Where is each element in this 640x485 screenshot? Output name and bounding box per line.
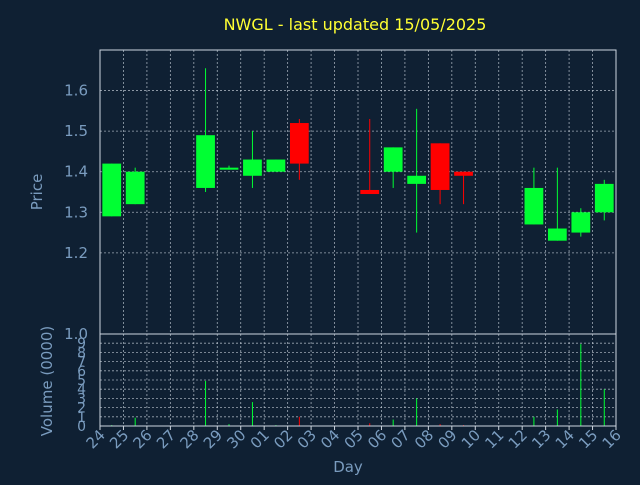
price-tick-label: 1.6: [64, 82, 88, 100]
x-tick-label: 27: [153, 426, 179, 452]
volume-tick-label: 7: [77, 355, 86, 371]
x-tick-label: 10: [458, 426, 484, 452]
price-tick-label: 1.5: [64, 122, 88, 140]
x-tick-label: 09: [434, 426, 460, 452]
candle-body-up: [571, 212, 591, 233]
x-tick-label: 07: [388, 426, 414, 452]
axis-layer: 1.01.21.31.41.51.60123456789242526272829…: [64, 49, 625, 452]
candle-body-up: [407, 175, 427, 184]
volume-axis-label: Volume (0000): [38, 326, 56, 436]
price-axis-label: Price: [28, 174, 46, 211]
x-tick-label: 13: [528, 426, 554, 452]
x-tick-label: 12: [505, 426, 531, 452]
x-tick-label: 26: [130, 426, 156, 452]
volume-tick-label: 2: [77, 401, 86, 417]
x-tick-label: 04: [317, 426, 343, 452]
candle-body-down: [289, 123, 309, 164]
x-axis-label: Day: [333, 458, 363, 476]
x-tick-label: 05: [341, 426, 367, 452]
candle-body-up: [196, 135, 215, 188]
price-tick-label: 1.3: [64, 203, 88, 221]
x-tick-label: 11: [481, 426, 507, 452]
candle-body-up: [383, 147, 403, 172]
x-tick-label: 01: [247, 426, 273, 452]
volume-layer: [111, 344, 605, 426]
x-tick-label: 15: [575, 426, 601, 452]
candle-body-up: [102, 163, 122, 217]
price-tick-label: 1.0: [64, 325, 88, 343]
volume-tick-label: 5: [77, 373, 86, 389]
volume-tick-label: 3: [77, 391, 86, 407]
candle-body-up: [524, 187, 544, 225]
candle-body-up: [243, 159, 262, 176]
candle-body-down: [360, 189, 380, 195]
candle-body-up: [594, 183, 614, 213]
x-tick-label: 06: [364, 426, 390, 452]
grid-layer: [100, 50, 616, 426]
x-tick-label: 29: [200, 426, 226, 452]
x-tick-label: 25: [106, 426, 132, 452]
candle-body-down: [430, 143, 450, 190]
candle-body-up: [547, 228, 567, 241]
volume-tick-label: 4: [77, 382, 86, 398]
x-tick-label: 16: [599, 426, 625, 452]
x-tick-label: 28: [176, 426, 202, 452]
x-tick-label: 24: [83, 426, 109, 452]
chart-title: NWGL - last updated 15/05/2025: [224, 15, 487, 34]
candle-body-up: [266, 159, 286, 172]
x-tick-label: 08: [411, 426, 437, 452]
volume-tick-label: 8: [77, 345, 86, 361]
volume-tick-label: 1: [77, 410, 86, 426]
volume-tick-label: 9: [77, 336, 86, 352]
candle-body-up: [125, 171, 145, 205]
price-tick-label: 1.4: [64, 163, 88, 181]
x-tick-label: 03: [294, 426, 320, 452]
x-tick-label: 02: [270, 426, 296, 452]
candle-body-up: [219, 167, 239, 170]
x-tick-label: 30: [223, 426, 249, 452]
price-tick-label: 1.2: [64, 244, 88, 262]
volume-tick-label: 6: [77, 364, 86, 380]
volume-tick-label: 0: [77, 419, 86, 435]
candles-layer: [102, 68, 614, 241]
x-tick-label: 14: [552, 426, 578, 452]
candle-body-down: [454, 171, 473, 176]
